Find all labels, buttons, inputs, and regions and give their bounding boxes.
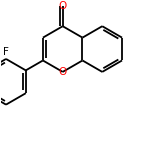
Text: O: O (58, 1, 67, 11)
Text: F: F (3, 47, 9, 57)
Text: O: O (58, 67, 67, 77)
